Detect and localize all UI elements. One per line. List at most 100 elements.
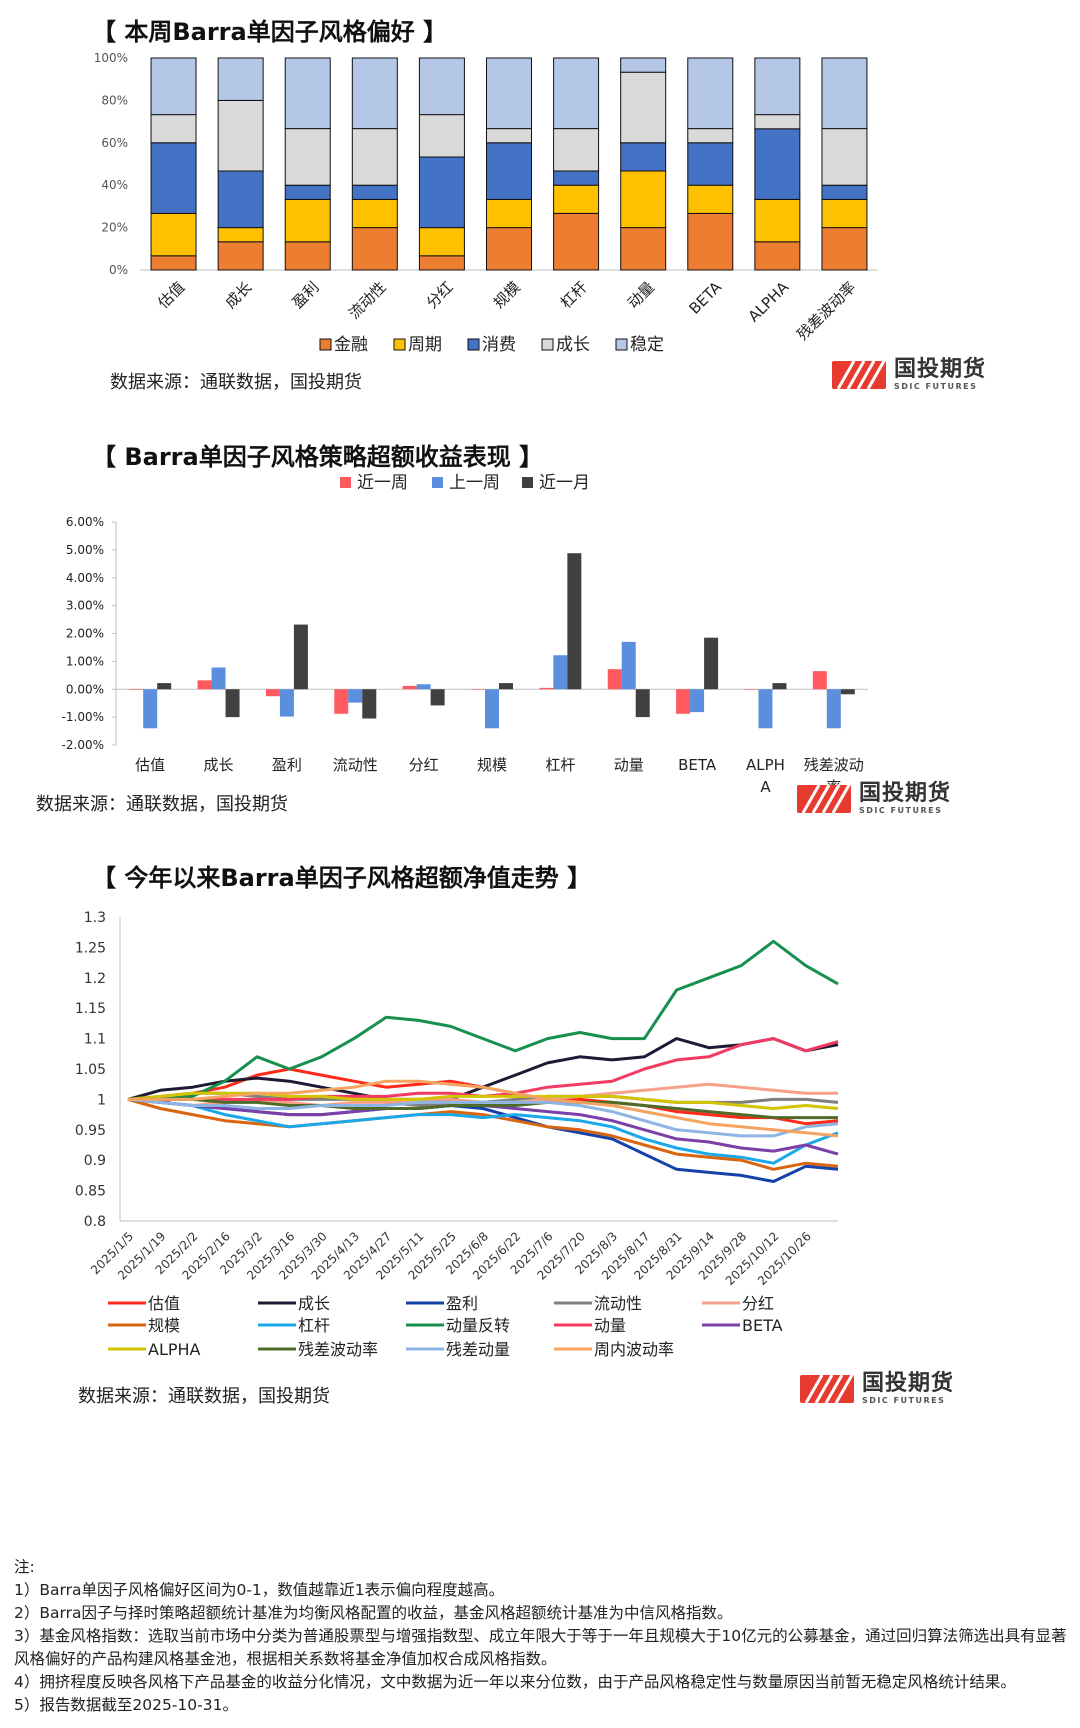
legend-swatch (615, 338, 628, 351)
bar-segment (620, 227, 667, 271)
bar-segment (553, 170, 600, 186)
series-line (127, 1097, 839, 1171)
x-tick-label: BETA (678, 756, 717, 774)
note-line: 注: (14, 1558, 35, 1576)
y-tick-label: -1.00% (62, 710, 104, 724)
bar (157, 683, 172, 690)
bar (635, 689, 650, 718)
legend-label: 残差动量 (446, 1340, 510, 1359)
bar-segment (284, 241, 331, 271)
legend-swatch (393, 338, 406, 351)
y-tick-label: 20% (101, 221, 128, 235)
logo-mark-icon (797, 782, 853, 816)
x-tick-label: 分红 (409, 756, 439, 774)
bar (348, 689, 363, 703)
bar-segment (351, 198, 398, 229)
legend-label: 周期 (408, 335, 442, 355)
legend-label: 动量反转 (446, 1316, 510, 1335)
legend-label: 成长 (556, 335, 590, 355)
x-tick-label: 动量 (624, 278, 658, 312)
bar (826, 689, 841, 729)
bar (430, 689, 445, 706)
y-tick-label: -2.00% (62, 738, 104, 752)
bar-segment (687, 57, 734, 130)
bar-segment (418, 227, 465, 257)
bar-segment (351, 128, 398, 186)
legend-label: 估值 (148, 1294, 180, 1313)
bar-segment (284, 198, 331, 243)
note-line: 2）Barra因子与择时策略超额统计基准为均衡风格配置的收益，基金风格超额统计基… (14, 1604, 733, 1622)
legend-label: 上一周 (449, 473, 500, 493)
bar-segment (217, 170, 264, 229)
logo-2: 国投期货 SDIC FUTURES (797, 782, 951, 816)
y-tick-label: 0% (109, 263, 128, 277)
bar (812, 671, 827, 690)
bar (334, 689, 349, 714)
note-line: 5）报告数据截至2025-10-31。 (14, 1696, 238, 1714)
bar-segment (553, 57, 600, 130)
bar-segment (553, 212, 600, 271)
y-tick-label: 1.25 (75, 940, 106, 956)
x-tick-label: 估值 (154, 278, 188, 312)
bar (539, 687, 554, 690)
y-tick-label: 1.15 (75, 1001, 106, 1017)
y-tick-label: 1 (97, 1092, 106, 1108)
legend-swatch (319, 338, 332, 351)
bar-segment (620, 170, 667, 229)
y-tick-label: 6.00% (66, 515, 104, 529)
bar-segment (351, 57, 398, 130)
y-tick-label: 0.9 (84, 1153, 106, 1169)
bar-segment (217, 227, 264, 243)
bar-segment (284, 57, 331, 130)
chart3-line: 0.80.850.90.9511.051.11.151.21.251.32025… (75, 910, 839, 1359)
y-tick-label: 0.8 (84, 1214, 106, 1230)
bar (293, 624, 308, 690)
x-tick-label: BETA (685, 278, 725, 318)
legend-swatch (522, 477, 533, 488)
bar-segment (217, 241, 264, 271)
bar (499, 683, 513, 690)
bar (485, 689, 499, 729)
bar (129, 689, 144, 690)
series-line (128, 939, 839, 1101)
note-line: 1）Barra单因子风格偏好区间为0-1，数值越靠近1表示偏向程度越高。 (14, 1581, 505, 1599)
bar-segment (754, 57, 801, 116)
bar-segment (486, 227, 532, 271)
bar (211, 667, 226, 690)
x-tick-label: 盈利 (272, 756, 302, 774)
bar-segment (553, 184, 600, 214)
x-tick-label: 盈利 (289, 278, 323, 312)
bar-segment (351, 227, 398, 271)
y-tick-label: 2.00% (66, 627, 104, 641)
y-tick-label: 0.85 (75, 1184, 106, 1200)
series-line (127, 1097, 839, 1138)
logo-mark-icon (832, 358, 888, 392)
y-tick-label: 4.00% (66, 571, 104, 585)
bar-segment (687, 142, 734, 186)
chart1-source: 数据来源：通联数据，国投期货 (110, 372, 362, 393)
bar-segment (418, 156, 465, 229)
bar-segment (217, 99, 264, 172)
series-line (127, 1097, 839, 1183)
bar (225, 689, 240, 718)
legend-label: BETA (742, 1316, 783, 1335)
bar-segment (754, 241, 801, 271)
x-tick-label: 规模 (477, 756, 507, 774)
bar (197, 680, 212, 690)
bar-segment (150, 114, 197, 144)
y-tick-label: 60% (101, 136, 128, 150)
bar (758, 689, 773, 729)
bar-segment (486, 142, 532, 200)
bar (772, 683, 787, 690)
chart2-title: 【 Barra单因子风格策略超额收益表现 】 (92, 443, 544, 471)
chart3-source: 数据来源：通联数据，国投期货 (78, 1386, 330, 1407)
bar-segment (687, 128, 734, 144)
bar-segment (418, 57, 465, 116)
bar-segment (150, 57, 197, 116)
bar (279, 689, 294, 717)
y-tick-label: 100% (94, 51, 128, 65)
legend-label: 规模 (148, 1316, 180, 1335)
bar (690, 689, 705, 713)
legend-swatch (541, 338, 554, 351)
y-tick-label: 1.00% (66, 654, 104, 668)
